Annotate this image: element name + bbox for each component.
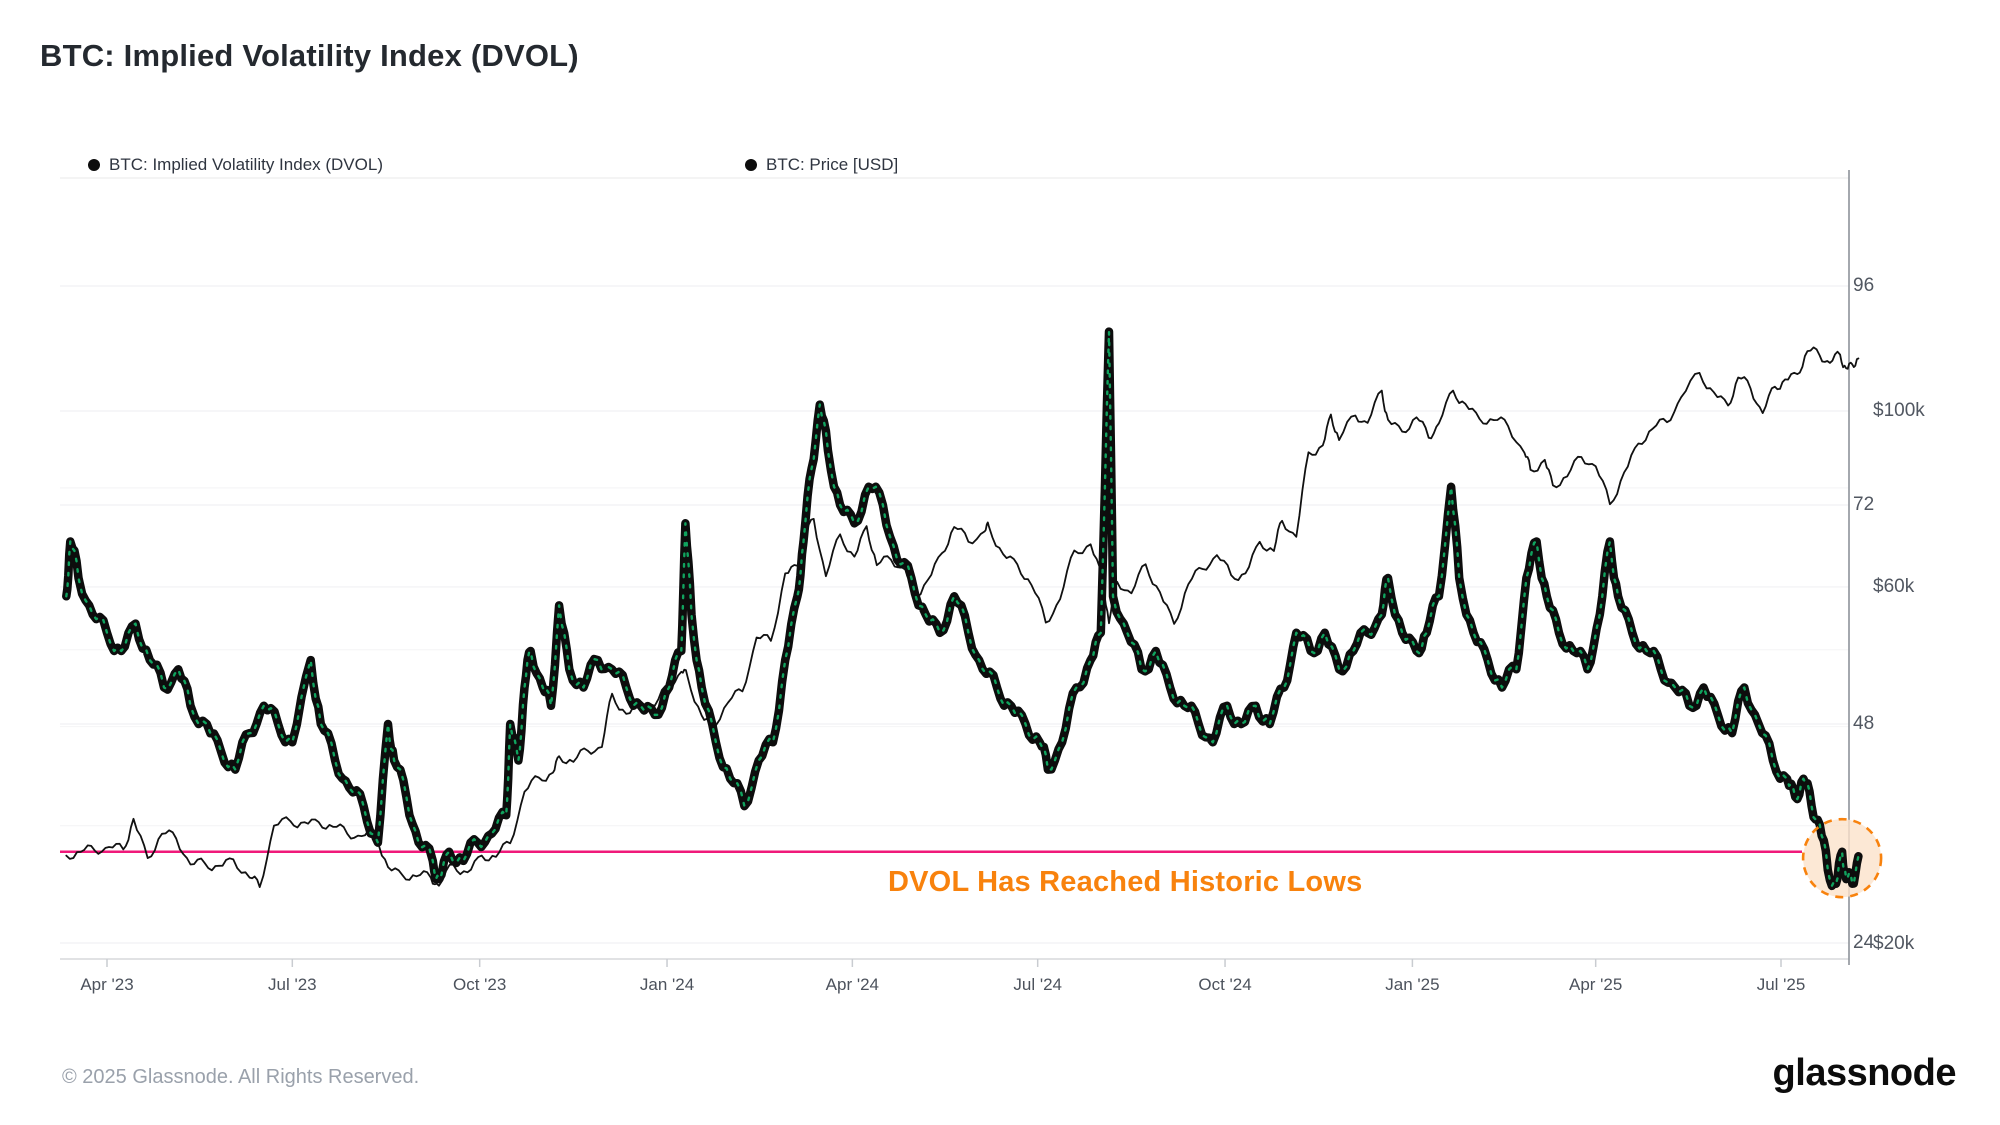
x-axis-label-Jul25: Jul '25: [1756, 975, 1806, 994]
x-axis-label-Jul24: Jul '24: [1013, 975, 1062, 994]
copyright-text: © 2025 Glassnode. All Rights Reserved.: [62, 1066, 420, 1088]
dvol-axis-label-72: 72: [1853, 494, 1875, 515]
legend-label-dvol: BTC: Implied Volatility Index (DVOL): [109, 155, 383, 174]
x-axis-label-Oct24: Oct '24: [1198, 975, 1252, 994]
x-axis-label-Jan24: Jan '24: [639, 975, 695, 994]
x-axis-label-Oct23: Oct '23: [453, 975, 507, 994]
historic-lows-annotation: DVOL Has Reached Historic Lows: [888, 866, 1363, 898]
page-title: BTC: Implied Volatility Index (DVOL): [40, 38, 579, 73]
x-axis-label-Apr23: Apr '23: [80, 975, 134, 994]
dvol-series-dot-icon: [88, 159, 100, 171]
price-axis-label-20k: $20k: [1873, 933, 1915, 954]
x-axis-label-Apr24: Apr '24: [825, 975, 880, 994]
dvol-axis-label-48: 48: [1853, 713, 1875, 734]
x-axis-label-Jan25: Jan '25: [1385, 975, 1440, 994]
x-axis-label-Jul23: Jul '23: [268, 975, 317, 994]
legend-item-dvol[interactable]: BTC: Implied Volatility Index (DVOL): [88, 155, 383, 175]
dvol-axis-label-96: 96: [1853, 275, 1875, 296]
price-axis-label-60k: $60k: [1873, 575, 1915, 597]
x-axis-label-Apr25: Apr '25: [1569, 975, 1623, 994]
legend-label-price: BTC: Price [USD]: [765, 155, 899, 174]
glassnode-logo[interactable]: glassnode: [1772, 1052, 1957, 1094]
chart-legend: BTC: Implied Volatility Index (DVOL) BTC…: [88, 152, 960, 178]
legend-item-price[interactable]: BTC: Price [USD]: [744, 155, 899, 175]
price-series-dot-icon: [744, 159, 757, 171]
price-axis-label-100k: $100k: [1873, 400, 1925, 421]
dvol-axis-label-24: 24: [1853, 932, 1875, 953]
